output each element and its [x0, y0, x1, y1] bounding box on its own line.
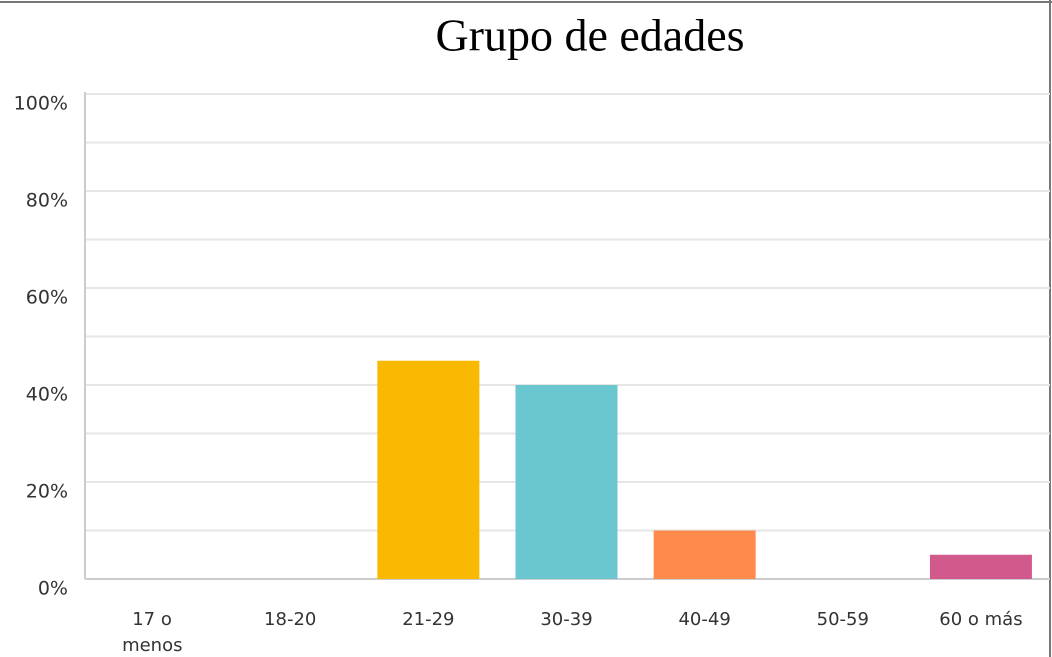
bar [515, 385, 618, 579]
x-tick-label: 60 o más [939, 609, 1023, 630]
y-tick-label: 80% [26, 190, 68, 212]
bar [377, 360, 480, 579]
x-tick-label: 40-49 [678, 609, 731, 630]
x-tick-label: 30-39 [540, 609, 593, 630]
y-tick-label: 0% [38, 578, 68, 600]
x-tick-label: 21-29 [402, 609, 455, 630]
x-tick-label: 50-59 [816, 609, 869, 630]
y-tick-label: 100% [14, 93, 68, 115]
bar [653, 530, 756, 579]
y-tick-label: 20% [26, 481, 68, 503]
y-tick-label: 40% [26, 384, 68, 406]
x-tick-label: 17 o menos [122, 609, 183, 656]
chart-title: Grupo de edades [435, 10, 744, 61]
x-tick-label: 18-20 [264, 609, 317, 630]
y-tick-label: 60% [26, 287, 68, 309]
bar [929, 554, 1032, 579]
